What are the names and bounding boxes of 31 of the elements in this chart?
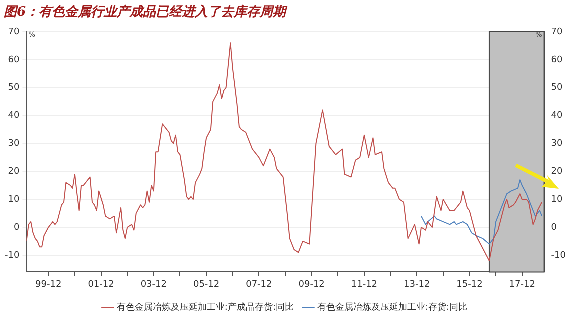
x-tick-label: 09-12 xyxy=(298,280,325,290)
y2-tick-label: 0 xyxy=(551,222,558,233)
y2-tick-label: 50 xyxy=(551,83,564,94)
y2-tick-label: 10 xyxy=(551,194,564,205)
x-tick-label: 01-12 xyxy=(88,280,114,290)
x-tick-label: 05-12 xyxy=(193,280,220,290)
y2-tick-label: 40 xyxy=(551,111,564,122)
legend-label: 有色金属冶炼及压延加工业:产成品存货:同比 xyxy=(116,302,294,313)
y-tick-label: -10 xyxy=(4,250,20,261)
chart-title: 图6：有色金属行业产成品已经进入了去库存周期 xyxy=(3,4,289,22)
y-tick-label: 60 xyxy=(8,55,20,66)
y2-tick-label: 20 xyxy=(551,166,564,177)
x-tick-label: 15-12 xyxy=(456,280,483,290)
y-tick-label: 40 xyxy=(8,111,20,122)
x-tick-label: 17-12 xyxy=(509,280,536,290)
y2-tick-label: 60 xyxy=(551,55,564,66)
y2-tick-label: 30 xyxy=(551,139,564,150)
x-tick-label: 11-12 xyxy=(351,280,378,290)
y-tick-label: 0 xyxy=(14,222,20,233)
x-tick-label: 99-12 xyxy=(36,280,62,290)
y2-tick-label: 70 xyxy=(551,27,564,38)
x-tick-label: 07-12 xyxy=(246,280,272,290)
x-tick-label: 03-12 xyxy=(140,280,167,290)
y-tick-label: 10 xyxy=(8,194,20,205)
y-tick-label: 20 xyxy=(8,166,20,177)
x-tick-label: 13-12 xyxy=(404,280,430,290)
y2-tick-label: -10 xyxy=(551,250,566,261)
y-tick-label: 50 xyxy=(8,83,20,94)
legend-label: 有色金属冶炼及压延加工业:存货:同比 xyxy=(318,302,468,313)
y-tick-label: 30 xyxy=(8,139,20,150)
y-tick-label: 70 xyxy=(8,27,20,38)
